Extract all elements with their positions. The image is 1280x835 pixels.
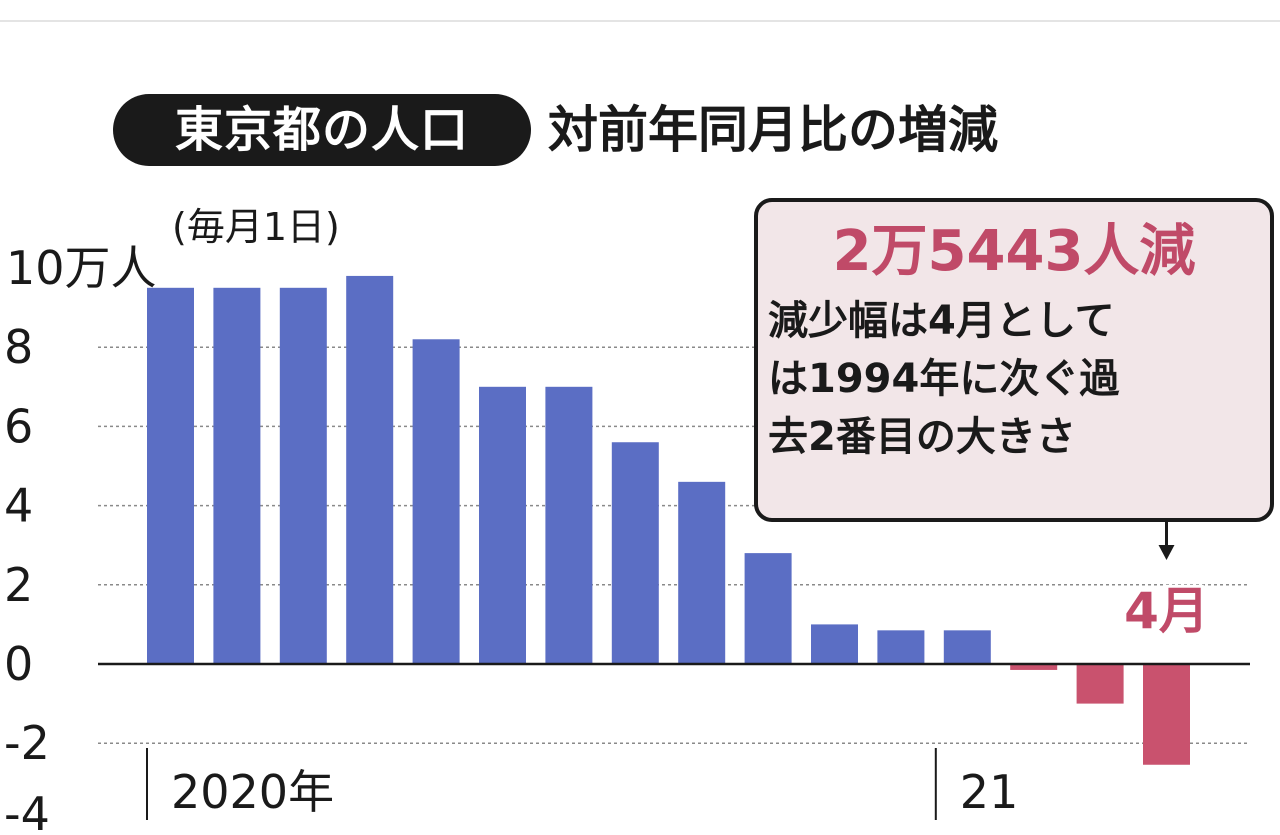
callout-pointer: 4月	[1121, 522, 1212, 643]
top-divider	[0, 20, 1280, 22]
bar-2020-08	[611, 442, 659, 664]
title-badge: 東京都の人口	[113, 94, 531, 166]
y-tick-label: 0	[4, 637, 33, 691]
bar-2020-02	[213, 287, 261, 664]
pointer-arrow	[1158, 545, 1175, 560]
bar-2020-04	[346, 275, 394, 664]
callout-body: 減少幅は4月として は1994年に次ぐ過 去2番目の大きさ	[758, 292, 1270, 466]
bar-2020-01	[147, 287, 194, 664]
year-label: 21	[960, 765, 1019, 819]
chart-title: 対前年同月比の増減	[548, 101, 998, 159]
y-tick-label: 4	[4, 479, 33, 533]
callout-line-3: 去2番目の大きさ	[768, 414, 1076, 460]
bar-2021-02	[1010, 664, 1058, 670]
bar-2021-03	[1076, 664, 1124, 704]
bar-2020-07	[545, 386, 593, 664]
y-tick-label: -4	[4, 787, 50, 835]
y-tick-label: 8	[4, 320, 33, 374]
bar-2020-12	[877, 630, 925, 664]
year-label: 2020年	[171, 765, 334, 819]
bars	[147, 275, 1190, 765]
bar-2021-04	[1143, 664, 1190, 765]
month-label: 4月	[1124, 582, 1209, 640]
y-tick-label: 2	[4, 558, 33, 612]
bar-2020-06	[479, 386, 526, 664]
annotation-callout: 2万5443人減 減少幅は4月として は1994年に次ぐ過 去2番目の大きさ	[754, 198, 1274, 522]
bar-2020-11	[811, 624, 858, 664]
bar-2020-09	[678, 481, 726, 664]
y-tick-label: 6	[4, 399, 33, 453]
y-tick-label: 10万人	[6, 241, 157, 295]
bar-2020-10	[744, 553, 792, 664]
callout-headline: 2万5443人減	[832, 219, 1196, 284]
callout-line-2: は1994年に次ぐ過	[768, 356, 1120, 402]
bar-2020-05	[412, 339, 460, 664]
bar-2021-01	[943, 630, 991, 664]
year-labels: 2020年 21	[146, 748, 1019, 820]
bar-2020-03	[279, 287, 327, 664]
y-tick-label: -2	[4, 716, 50, 770]
callout-line-1: 減少幅は4月として	[768, 298, 1115, 344]
chart-subtitle: (毎月1日)	[172, 205, 340, 249]
y-axis-ticks: 10万人 8 6 4 2 0 -2 -4	[4, 241, 157, 835]
